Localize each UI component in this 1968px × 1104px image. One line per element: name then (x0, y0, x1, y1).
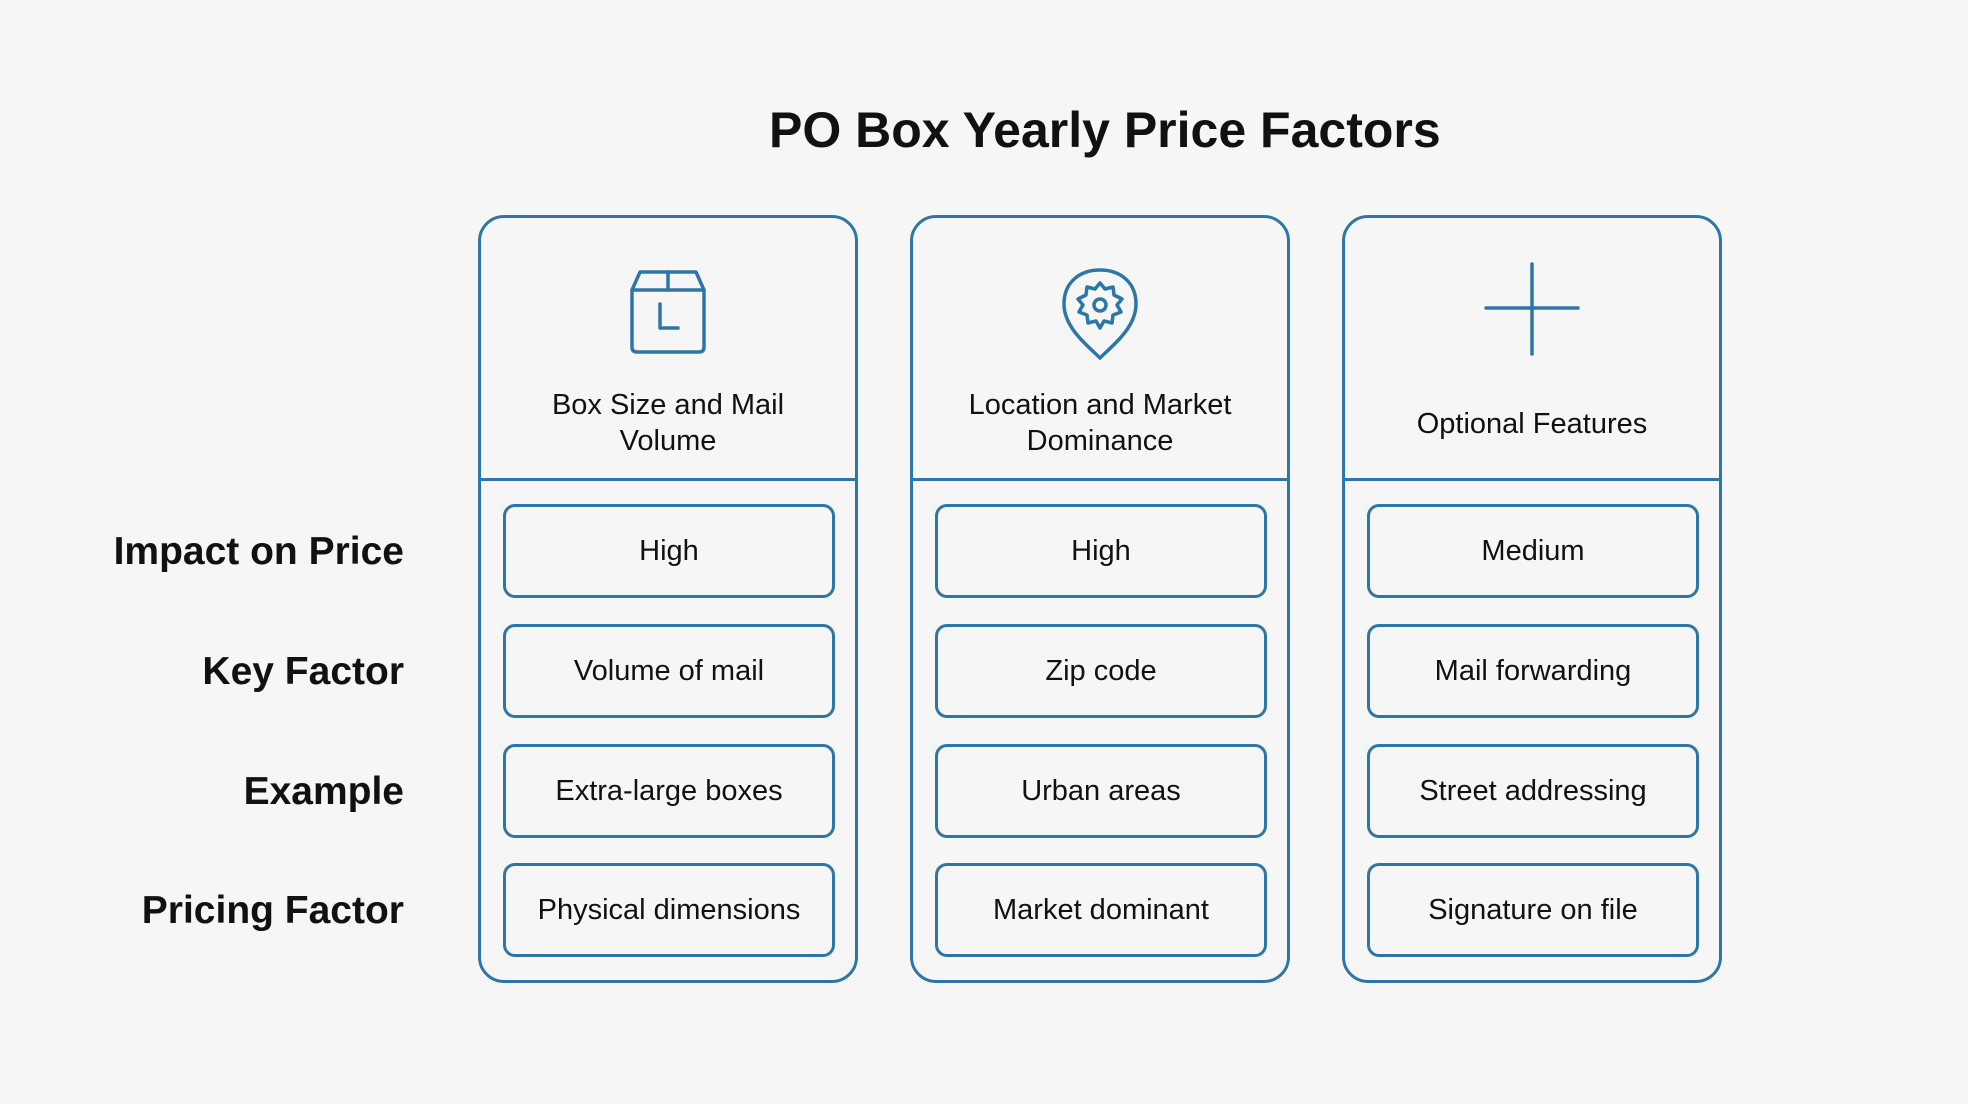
cell-example: Extra-large boxes (503, 744, 835, 838)
cell-impact: High (503, 504, 835, 598)
card-header: Box Size and Mail Volume (481, 218, 855, 481)
factor-card-box-size: Box Size and Mail Volume High Volume of … (478, 215, 858, 983)
cell-key-factor: Zip code (935, 624, 1267, 718)
box-icon (630, 270, 706, 354)
cell-pricing-factor: Physical dimensions (503, 863, 835, 957)
cell-impact: Medium (1367, 504, 1699, 598)
factor-card-location: Location and Market Dominance High Zip c… (910, 215, 1290, 983)
cell-example: Urban areas (935, 744, 1267, 838)
cell-example: Street addressing (1367, 744, 1699, 838)
card-title: Location and Market Dominance (968, 389, 1232, 457)
card-title: Box Size and Mail Volume (551, 389, 785, 457)
row-label-example: Example (243, 770, 404, 813)
card-title: Optional Features (1416, 408, 1648, 440)
row-label-impact: Impact on Price (113, 530, 404, 573)
plus-icon (1484, 262, 1580, 356)
row-label-pricing-factor: Pricing Factor (141, 889, 404, 932)
cell-key-factor: Volume of mail (503, 624, 835, 718)
cell-pricing-factor: Signature on file (1367, 863, 1699, 957)
cell-key-factor: Mail forwarding (1367, 624, 1699, 718)
card-header: Location and Market Dominance (913, 218, 1287, 481)
cell-pricing-factor: Market dominant (935, 863, 1267, 957)
cell-impact: High (935, 504, 1267, 598)
card-header: Optional Features (1345, 218, 1719, 481)
factor-card-optional-features: Optional Features Medium Mail forwarding… (1342, 215, 1722, 983)
row-label-key-factor: Key Factor (202, 650, 404, 693)
diagram-title: PO Box Yearly Price Factors (769, 102, 1441, 158)
location-gear-icon (1062, 268, 1138, 360)
